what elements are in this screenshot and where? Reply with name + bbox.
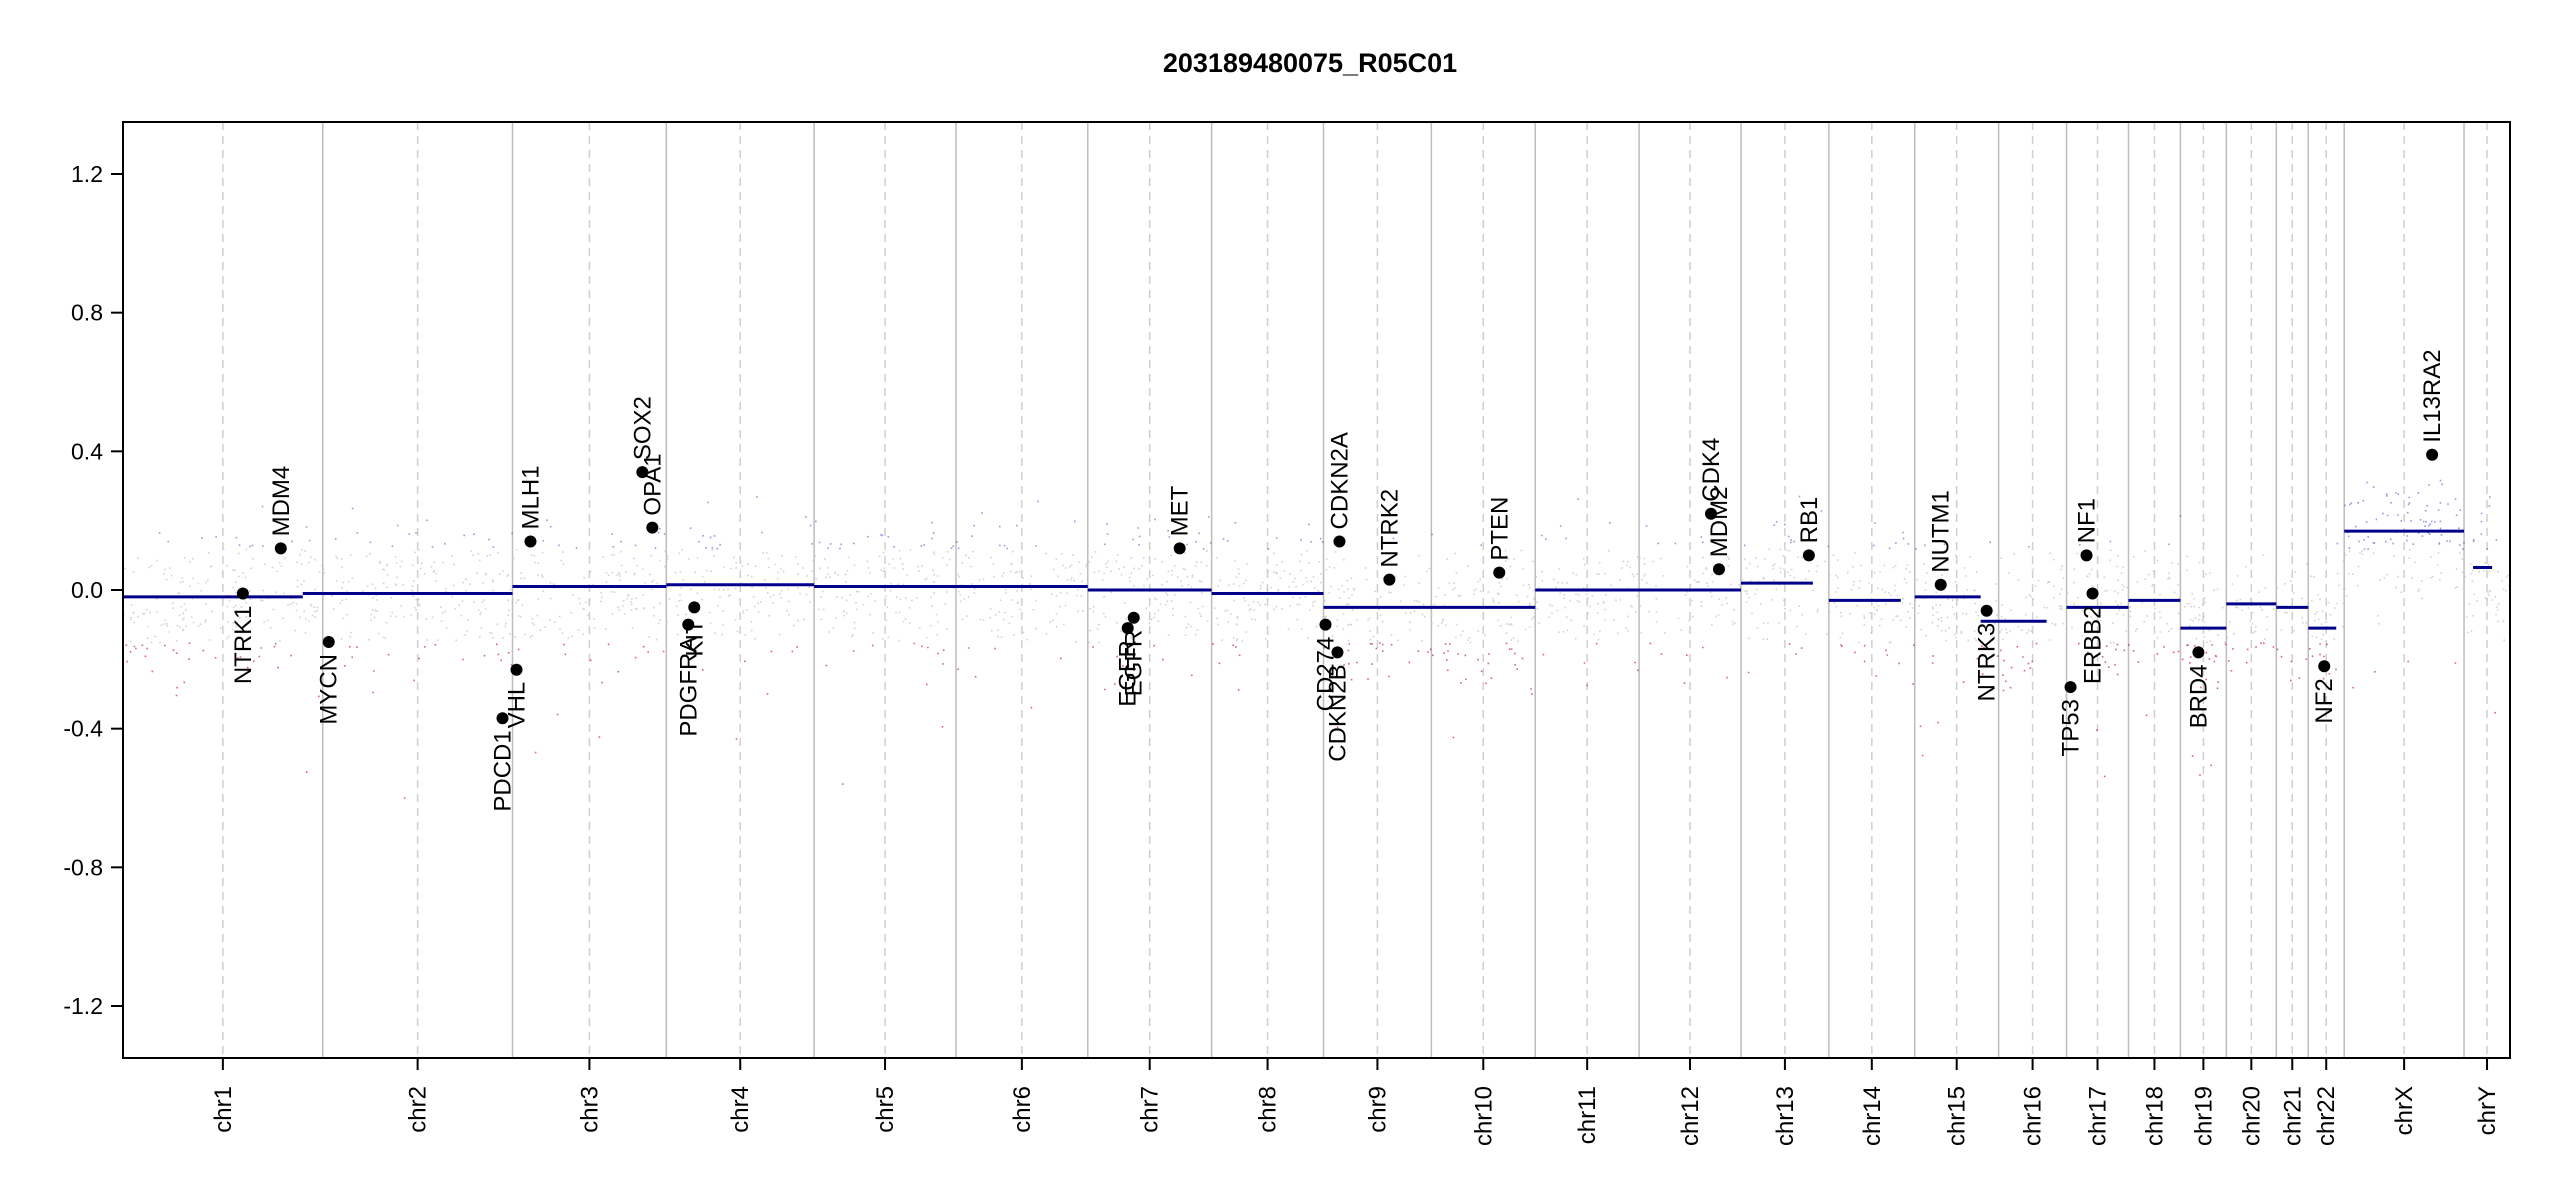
x-tick-label: chr3 — [576, 1086, 603, 1133]
y-tick-label: 1.2 — [71, 161, 103, 187]
x-tick-label: chr16 — [2020, 1086, 2047, 1146]
chart-title: 203189480075_R05C01 — [1163, 48, 1457, 78]
gene-label: EGFR — [1115, 640, 1142, 707]
y-tick-label: 0.4 — [71, 438, 103, 464]
gene-label: PDCD1 — [490, 730, 517, 811]
x-tick-label: chr8 — [1255, 1086, 1282, 1133]
gene-label: NTRK2 — [1376, 489, 1403, 568]
gene-label: OPA1 — [639, 453, 666, 515]
gene-point — [1980, 604, 1993, 617]
y-tick-label: -1.2 — [63, 993, 103, 1019]
x-tick-label: chr11 — [1574, 1086, 1601, 1144]
x-tick-label: chr14 — [1859, 1086, 1886, 1146]
gene-point — [510, 663, 523, 676]
gene-point — [1383, 573, 1396, 586]
gene-label: CDK4 — [1698, 438, 1725, 502]
gene-label: BRD4 — [2185, 664, 2212, 728]
gene-label: ERBB2 — [2080, 605, 2107, 684]
gene-label: SOX2 — [629, 396, 656, 460]
gene-label: NF1 — [2074, 498, 2101, 543]
gene-point — [1802, 549, 1815, 562]
x-tick-label: chr21 — [2279, 1086, 2306, 1146]
y-tick-label: 0.8 — [71, 300, 103, 326]
x-tick-label: chrY — [2474, 1086, 2501, 1135]
gene-label: MDM4 — [268, 466, 295, 537]
gene-point — [646, 521, 659, 534]
x-tick-label: chr1 — [210, 1086, 237, 1133]
x-tick-label: chr17 — [2085, 1086, 2112, 1146]
x-tick-label: chr7 — [1137, 1086, 1164, 1133]
gene-point — [1173, 542, 1186, 555]
gene-label: EGFR — [1121, 630, 1148, 697]
y-tick-label: -0.8 — [63, 854, 103, 880]
gene-label: MLH1 — [517, 465, 544, 529]
gene-point — [682, 618, 695, 631]
gene-point — [2318, 660, 2331, 673]
gene-label: CDKN2A — [1326, 432, 1353, 529]
x-tick-label: chr18 — [2141, 1086, 2168, 1146]
gene-point — [1331, 646, 1344, 659]
plot-frame — [122, 121, 2511, 1059]
y-tick-label: 0.0 — [71, 577, 103, 603]
gene-label: KIT — [681, 619, 708, 657]
gene-point — [236, 587, 249, 600]
gene-point — [524, 535, 537, 548]
gene-label: NUTM1 — [1928, 490, 1955, 573]
x-tick-label: chr12 — [1677, 1086, 1704, 1146]
gene-label: VHL — [504, 682, 531, 729]
x-tick-label: chr19 — [2190, 1086, 2217, 1146]
gene-label: IL13RA2 — [2419, 349, 2446, 442]
gene-point — [636, 466, 649, 479]
gene-label: RB1 — [1796, 497, 1823, 544]
gene-point — [1934, 578, 1947, 591]
gene-point — [274, 542, 287, 555]
x-tick-label: chr4 — [727, 1086, 754, 1133]
x-tick-label: chr10 — [1470, 1086, 1497, 1146]
gene-point — [2080, 549, 2093, 562]
gene-point — [2064, 681, 2077, 694]
gene-label: CDKN2B — [1324, 664, 1351, 761]
x-tick-label: chr15 — [1944, 1086, 1971, 1146]
x-tick-label: chr13 — [1772, 1086, 1799, 1146]
gene-point — [1705, 507, 1718, 520]
y-tick-label: -0.4 — [63, 716, 103, 742]
gene-label: NTRK1 — [230, 605, 257, 684]
gene-point — [2426, 448, 2439, 461]
x-tick-label: chr6 — [1009, 1086, 1036, 1133]
probe-points-neutral — [123, 548, 2511, 644]
probe-points-loss — [125, 642, 2496, 799]
gene-point — [688, 601, 701, 614]
gene-point — [2192, 646, 2205, 659]
x-tick-label: chr5 — [872, 1086, 899, 1133]
gene-label: PDGFRA — [675, 637, 702, 737]
gene-point — [1127, 611, 1140, 624]
gene-point — [1712, 563, 1725, 576]
gene-point — [496, 712, 509, 725]
x-tick-label: chr9 — [1364, 1086, 1391, 1133]
x-tick-label: chr22 — [2313, 1086, 2340, 1146]
gene-point — [1121, 622, 1134, 635]
gene-label: NF2 — [2311, 678, 2338, 723]
gene-label: TP53 — [2058, 699, 2085, 756]
gene-point — [1319, 618, 1332, 631]
gene-label: MYCN — [316, 654, 343, 725]
gene-point — [2086, 587, 2099, 600]
gene-point — [322, 636, 335, 648]
x-tick-label: chr20 — [2238, 1086, 2265, 1146]
x-tick-label: chrX — [2391, 1086, 2418, 1135]
gene-label: PTEN — [1486, 497, 1513, 561]
x-tick-label: chr2 — [405, 1086, 432, 1133]
gene-point — [1493, 566, 1506, 579]
gene-label: MDM2 — [1706, 487, 1733, 558]
gene-point — [1333, 535, 1346, 548]
gene-label: NTRK3 — [1974, 623, 2001, 702]
gene-label: MET — [1167, 485, 1194, 536]
